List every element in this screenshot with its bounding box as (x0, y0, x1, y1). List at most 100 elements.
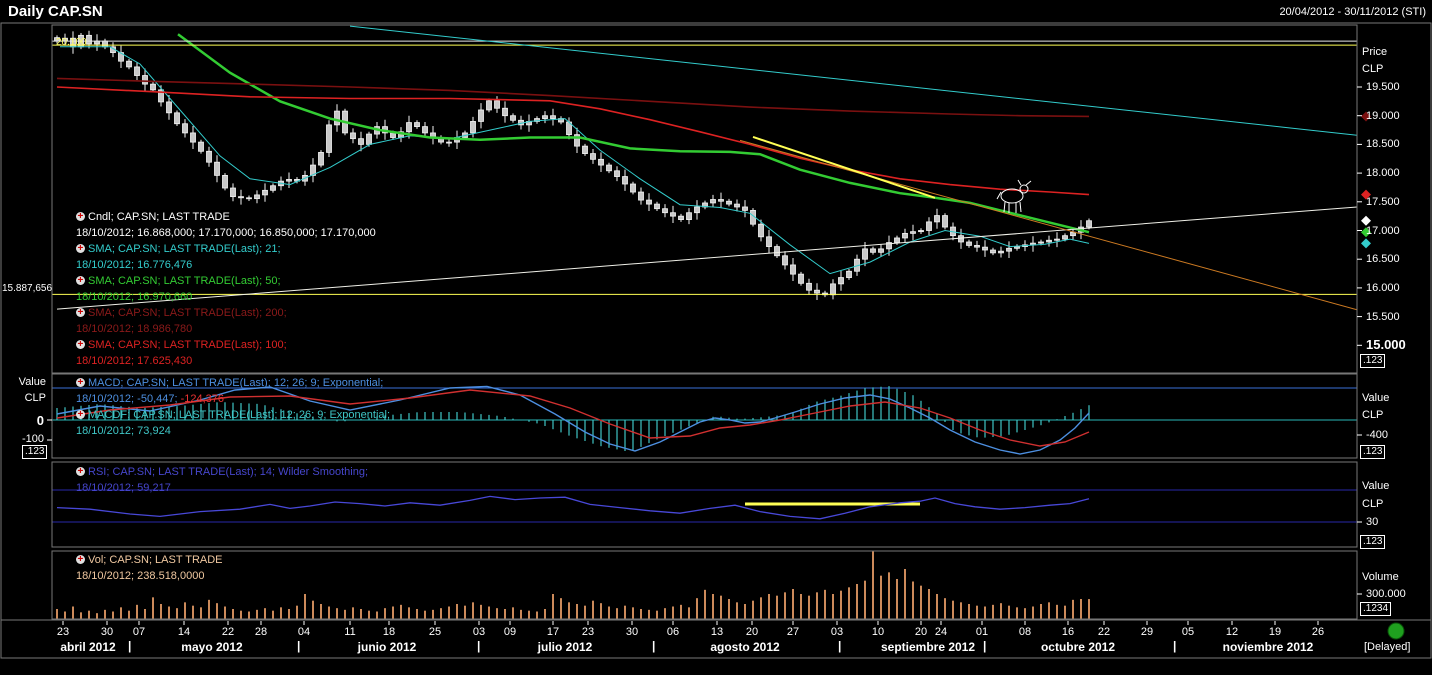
day-tick-label: 16 (1061, 626, 1075, 638)
rsi-tick-label: 30 (1366, 516, 1379, 528)
day-tick-label: 07 (132, 626, 146, 638)
legend-text: SMA; CAP.SN; LAST TRADE(Last); 200; (88, 307, 287, 319)
series-marker-icon[interactable] (76, 212, 85, 221)
rsi-axis-currency: CLP (1362, 498, 1384, 510)
month-label: agosto 2012 (710, 640, 780, 654)
day-tick-label: 24 (934, 626, 948, 638)
day-tick-label: 22 (1097, 626, 1111, 638)
main-legend-line: 18/10/2012; 16.776,476 (76, 259, 192, 272)
price-tick-label: 15.500 (1366, 310, 1400, 323)
day-tick-label: 17 (546, 626, 560, 638)
last-value-marker-icon (1361, 227, 1371, 238)
month-separator: | (1173, 639, 1177, 653)
rsi-legend-line: RSI; CAP.SN; LAST TRADE(Last); 14; Wilde… (76, 466, 368, 479)
series-marker-icon[interactable] (76, 340, 85, 349)
legend-text: 18/10/2012; 16.970,660 (76, 291, 193, 303)
legend-text: 18/10/2012; 17.625,430 (76, 355, 193, 367)
main-legend-line: 18/10/2012; 16.868,000; 17.170,000; 16.8… (76, 227, 376, 240)
series-marker-icon[interactable] (76, 244, 85, 253)
main-legend-line: 18/10/2012; 18.986,780 (76, 323, 192, 336)
day-tick-label: 03 (830, 626, 844, 638)
series-marker-icon[interactable] (76, 308, 85, 317)
day-tick-label: 23 (56, 626, 70, 638)
day-tick-label: 10 (871, 626, 885, 638)
day-tick-label: 03 (472, 626, 486, 638)
price-tick-label: 16.000 (1366, 281, 1400, 294)
month-separator: | (652, 639, 656, 653)
day-tick-label: 19 (1268, 626, 1282, 638)
legend-text: MACDF; CAP.SN; LAST TRADE(Last); 12; 26;… (88, 409, 391, 421)
month-separator: | (297, 639, 301, 653)
price-tick-label: 16.500 (1366, 253, 1400, 266)
main-plot[interactable] (52, 25, 1357, 311)
legend-text: SMA; CAP.SN; LAST TRADE(Last); 50; (88, 275, 281, 287)
month-separator: | (128, 639, 132, 653)
month-separator: | (477, 639, 481, 653)
bull-icon (996, 179, 1032, 213)
main-legend-line: SMA; CAP.SN; LAST TRADE(Last); 50; (76, 275, 281, 288)
macd-legend-line: MACDF; CAP.SN; LAST TRADE(Last); 12; 26;… (76, 409, 390, 422)
day-tick-label: 04 (297, 626, 311, 638)
legend-text: Cndl; CAP.SN; LAST TRADE (88, 211, 230, 223)
month-label: julio 2012 (537, 640, 593, 654)
legend-text: MACD; CAP.SN; LAST TRADE(Last); 12; 26; … (88, 377, 384, 389)
day-tick-label: 06 (666, 626, 680, 638)
last-value-marker-icon (1361, 215, 1371, 226)
main-legend-line: Cndl; CAP.SN; LAST TRADE (76, 211, 230, 224)
day-tick-label: 08 (1018, 626, 1032, 638)
last-value-marker-icon (1361, 238, 1371, 249)
last-value-marker-icon (1361, 111, 1371, 122)
day-tick-label: 25 (428, 626, 442, 638)
series-marker-icon[interactable] (76, 378, 85, 387)
day-tick-label: 20 (914, 626, 928, 638)
macd-left-axis-title: Value (18, 376, 46, 388)
series-marker-icon[interactable] (76, 467, 85, 476)
legend-text: 18/10/2012; 238.518,0000 (76, 570, 205, 582)
day-tick-label: 22 (221, 626, 235, 638)
main-legend-line: 18/10/2012; 17.625,430 (76, 355, 192, 368)
macd-legend-line: 18/10/2012; -50,447; -124,376 (76, 393, 224, 406)
legend-text: 18/10/2012; 18.986,780 (76, 323, 193, 335)
day-tick-label: 18 (382, 626, 396, 638)
decimal-format-box[interactable]: .123 (22, 445, 48, 459)
legend-text: 18/10/2012; 16.868,000; 17.170,000; 16.8… (76, 227, 376, 239)
legend-text: RSI; CAP.SN; LAST TRADE(Last); 14; Wilde… (88, 466, 368, 478)
legend-text: SMA; CAP.SN; LAST TRADE(Last); 21; (88, 243, 281, 255)
macd-right-axis-title: Value (1362, 392, 1390, 404)
price-axis-currency: CLP (1362, 63, 1384, 75)
month-label: abril 2012 (60, 640, 116, 654)
price-tick-label: 17.500 (1366, 195, 1400, 208)
vol-plot[interactable] (56, 550, 1090, 619)
series-marker-icon[interactable] (76, 276, 85, 285)
main-legend-line: SMA; CAP.SN; LAST TRADE(Last); 200; (76, 307, 287, 320)
macd-legend-line: 18/10/2012; 73,924 (76, 425, 171, 438)
legend-text: Vol; CAP.SN; LAST TRADE (88, 554, 223, 566)
main-legend-line: 18/10/2012; 16.970,660 (76, 291, 192, 304)
day-tick-label: 30 (625, 626, 639, 638)
macd-right-tick-label: -400 (1366, 429, 1389, 441)
decimal-format-box[interactable]: .123 (1360, 445, 1386, 459)
decimal-format-box[interactable]: .1234 (1360, 602, 1392, 616)
decimal-format-box[interactable]: .123 (1360, 354, 1386, 368)
vol-legend-line: Vol; CAP.SN; LAST TRADE (76, 554, 223, 567)
series-marker-icon[interactable] (76, 410, 85, 419)
day-tick-label: 13 (710, 626, 724, 638)
day-tick-label: 29 (1140, 626, 1154, 638)
price-tick-label: 17.000 (1366, 224, 1400, 237)
decimal-format-box[interactable]: .123 (1360, 535, 1386, 549)
date-range: 20/04/2012 - 30/11/2012 (STI) (1279, 6, 1426, 18)
macd-plot[interactable] (52, 385, 1357, 455)
price-tick-label: 18.500 (1366, 138, 1400, 151)
month-separator: | (983, 639, 987, 653)
series-marker-icon[interactable] (76, 555, 85, 564)
macd-right-axis-currency: CLP (1362, 409, 1384, 421)
rsi-legend-line: 18/10/2012; 59,217 (76, 482, 171, 495)
price-tick-label: 19.500 (1366, 81, 1400, 93)
month-label: septiembre 2012 (880, 640, 976, 654)
rsi-plot[interactable] (52, 489, 1357, 523)
month-label: noviembre 2012 (1222, 640, 1314, 654)
macd-left-tick-label: 0 (36, 413, 44, 428)
day-tick-label: 05 (1181, 626, 1195, 638)
price-tick-label: 15.000 (1366, 337, 1406, 353)
